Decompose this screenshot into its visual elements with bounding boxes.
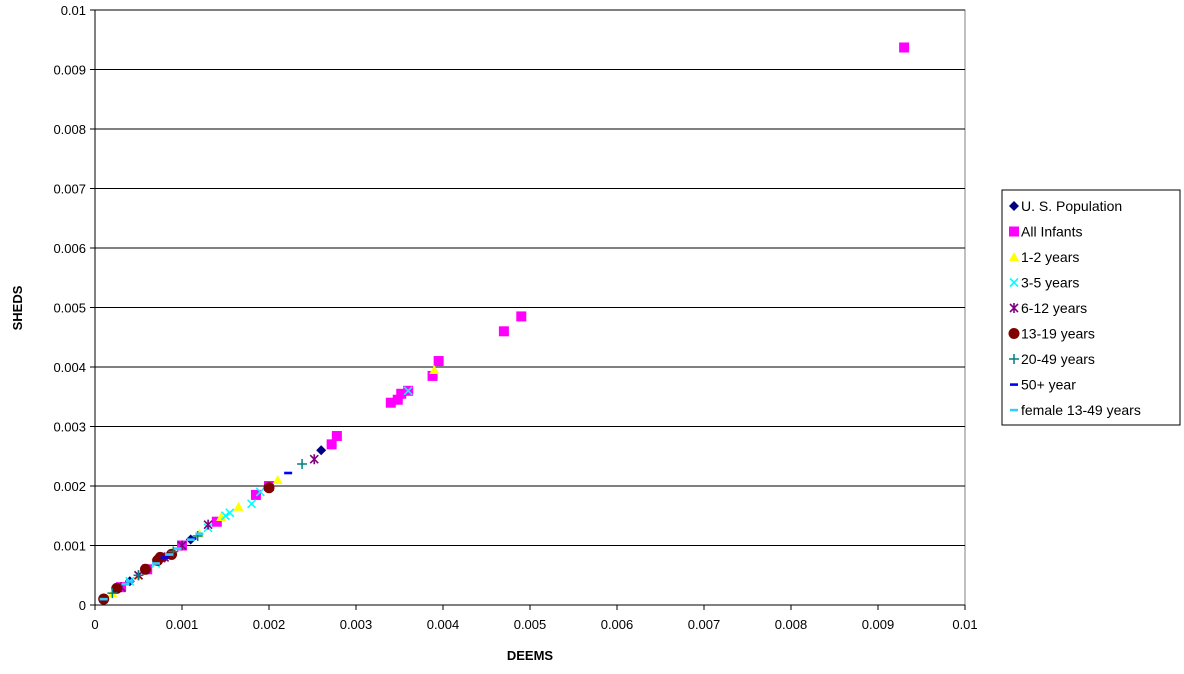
x-axis-title: DEEMS [507,648,554,663]
data-point [211,516,222,527]
y-tick-label: 0.007 [53,182,86,197]
data-point [331,431,342,442]
y-axis-ticks: 0 0.001 0.002 0.003 0.004 0.005 0.006 0.007 0.00… [53,3,96,613]
y-tick-label: 0 [79,598,86,613]
data-point [498,326,509,337]
data-point [125,580,134,583]
legend-marker [1009,354,1019,364]
legend-label: 50+ year [1021,377,1076,393]
data-point [433,356,444,367]
data-point [403,386,413,396]
legend-marker [1009,201,1019,211]
legend-label: 6-12 years [1021,300,1087,316]
legend-marker [1010,383,1018,386]
gridlines [95,9,965,546]
x-tick-label: 0.007 [688,617,721,632]
data-point [247,499,257,509]
data-point [203,519,213,530]
x-tick-label: 0.006 [601,617,634,632]
data-point [297,458,308,469]
data-point [225,508,235,518]
legend-marker [1010,408,1018,412]
data-point [392,394,403,405]
x-tick-label: 0 [91,617,98,632]
legend-marker [1008,328,1020,339]
x-tick-label: 0.01 [952,617,977,632]
data-point [516,311,527,322]
y-tick-label: 0.01 [61,3,86,18]
legend-box [1001,189,1181,426]
data-point [272,475,283,485]
data-point [160,556,169,559]
legend-label: All Infants [1021,224,1082,240]
legend-label: 13-19 years [1021,326,1095,342]
data-point [899,42,910,53]
data-point [316,445,327,456]
x-axis-ticks: 0 0.001 0.002 0.003 0.004 0.005 0.006 0.007 0.00… [91,604,978,632]
data-point [164,553,173,556]
data-point [427,370,438,381]
data-points [98,42,910,605]
legend-label: U. S. Population [1021,198,1122,214]
data-point [133,570,144,581]
x-tick-label: 0.005 [514,617,547,632]
x-tick-label: 0.002 [253,617,286,632]
data-point [168,546,179,557]
legend-label: female 13-49 years [1021,402,1141,418]
x-tick-label: 0.004 [427,617,460,632]
x-tick-label: 0.009 [862,617,895,632]
data-point [195,532,204,535]
data-point [326,439,337,450]
data-point [385,397,396,408]
legend-marker [1009,303,1019,313]
y-tick-label: 0.008 [53,122,86,137]
data-point [250,489,261,500]
data-point [151,562,160,565]
data-point [233,501,244,511]
y-tick-label: 0.002 [53,479,86,494]
data-point [139,563,151,575]
y-axis-title: SHEDS [10,285,25,330]
y-tick-label: 0.005 [53,301,86,316]
legend-label: 1-2 years [1021,249,1079,265]
x-tick-label: 0.008 [775,617,808,632]
y-tick-label: 0.006 [53,241,86,256]
data-point [173,547,182,550]
legend-marker [1009,277,1019,288]
data-point [263,482,275,494]
y-tick-label: 0.004 [53,360,86,375]
data-point [111,582,123,594]
data-point [309,454,319,465]
legend: U. S. Population All Infants 1-2 years 3-5 … [1001,189,1181,426]
data-point [121,582,130,586]
y-tick-label: 0.009 [53,63,86,78]
legend-label: 20-49 years [1021,351,1095,367]
x-tick-label: 0.001 [166,617,199,632]
data-point [429,364,440,374]
data-point [284,471,293,475]
data-point [396,388,407,399]
x-tick-label: 0.003 [340,617,373,632]
data-point [186,538,195,541]
y-tick-label: 0.001 [53,539,86,554]
data-point [255,487,265,497]
legend-label: 3-5 years [1021,275,1079,291]
legend-marker [1009,252,1019,261]
data-point [220,511,231,521]
data-point [107,588,118,599]
y-tick-label: 0.003 [53,420,86,435]
legend-marker [1009,226,1019,237]
data-point [99,597,108,601]
legend-items: U. S. Population All Infants 1-2 years 3-5 … [1008,198,1141,418]
